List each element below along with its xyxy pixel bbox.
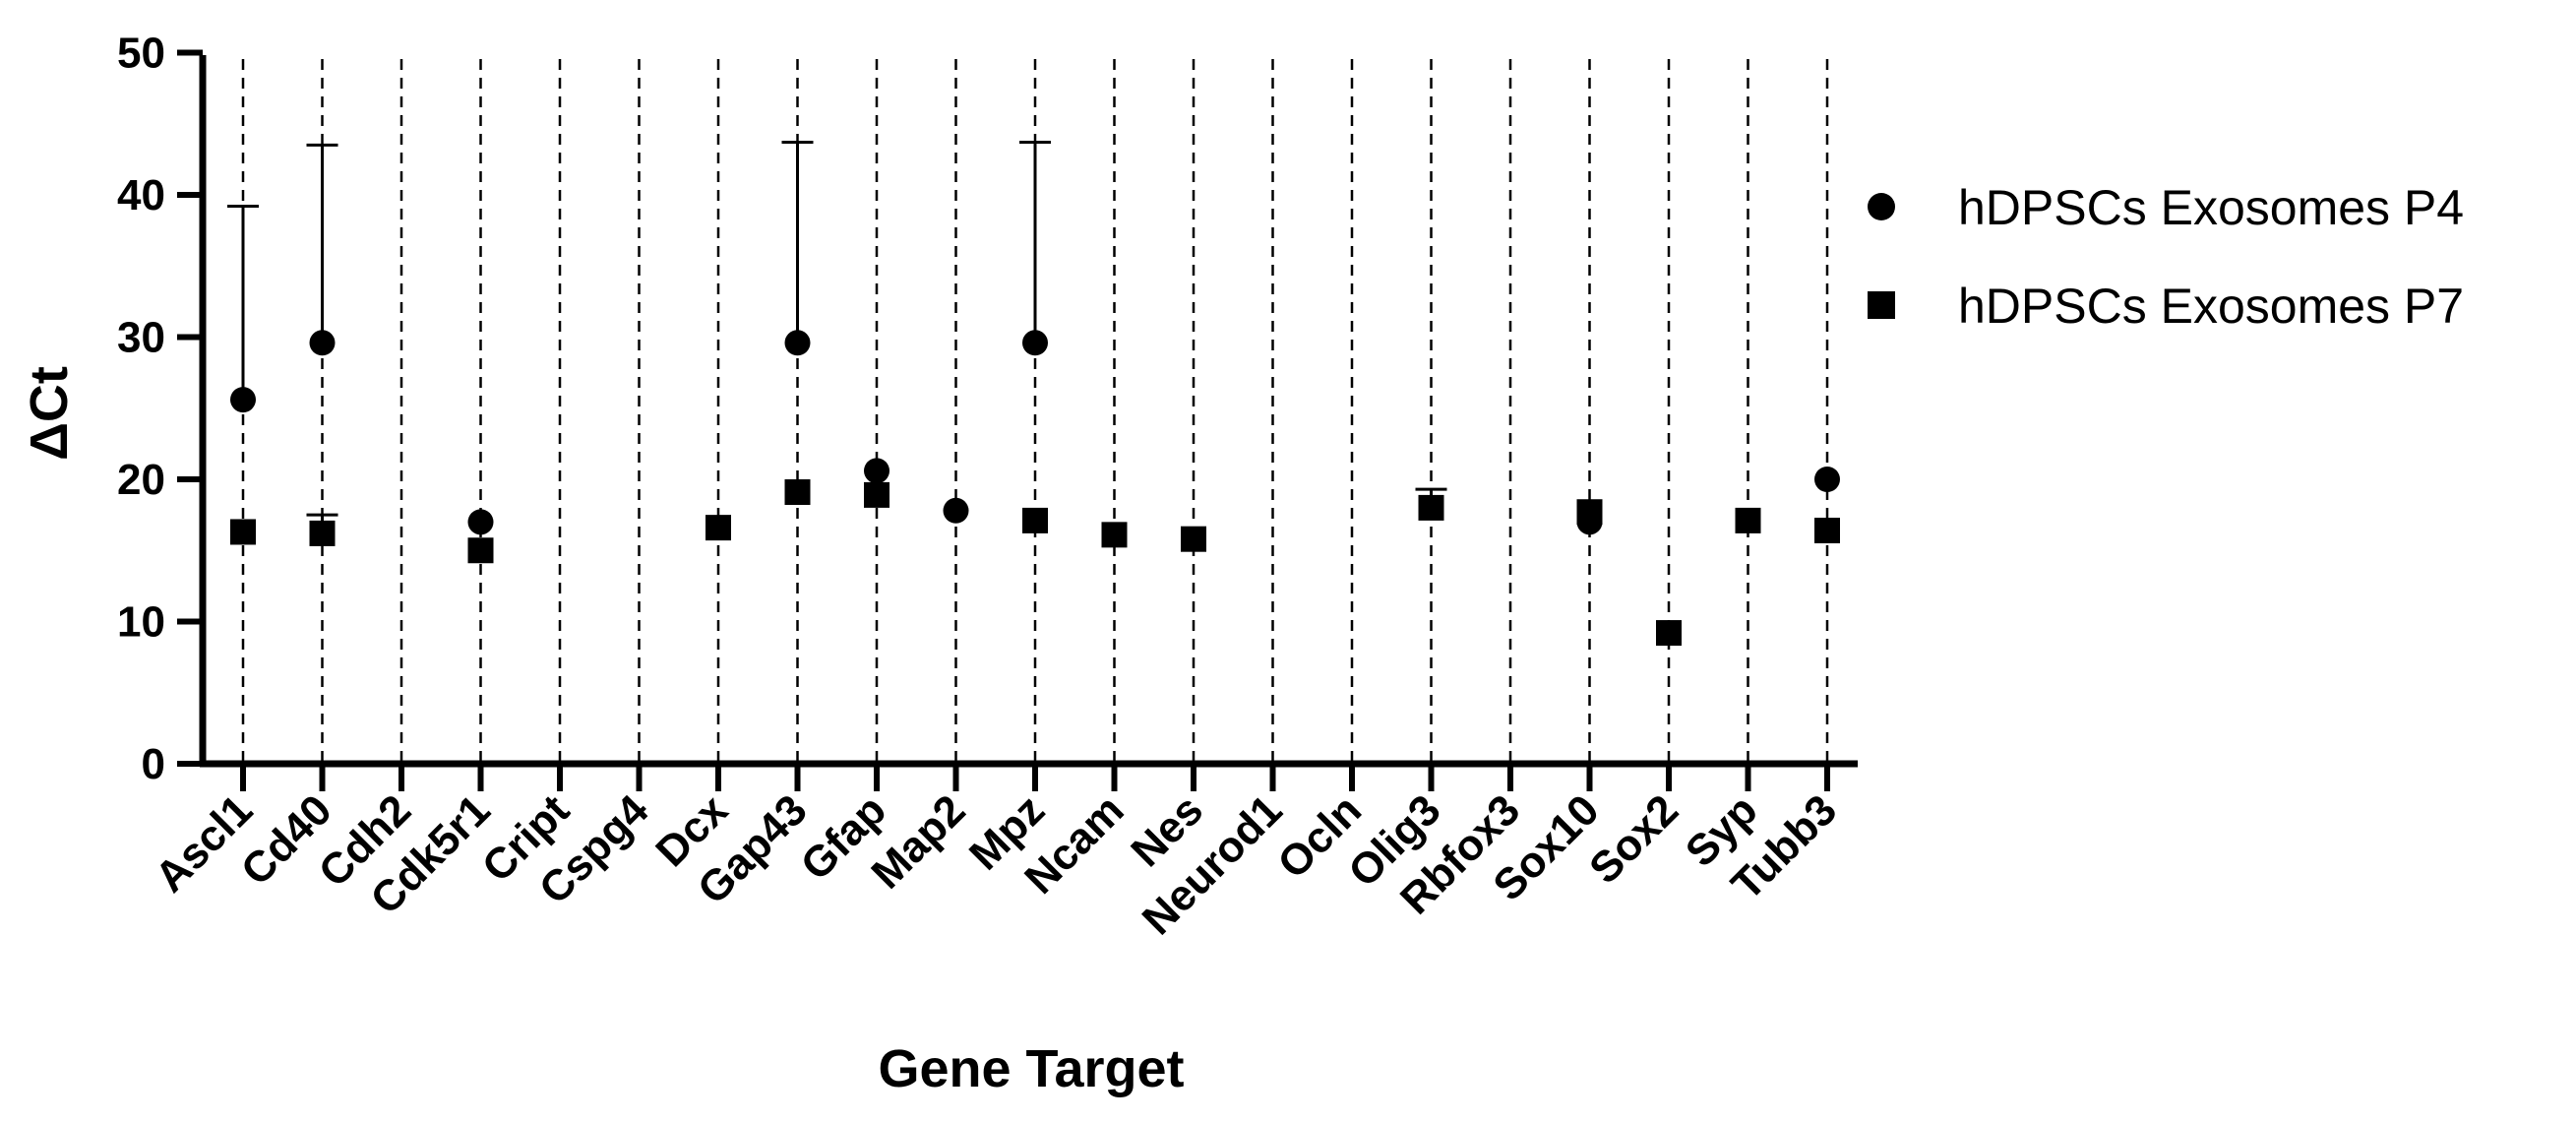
x-tick-label-map2: Map2 xyxy=(862,785,974,898)
p7-point-cdk5r1 xyxy=(467,537,494,564)
category-gridlines xyxy=(241,59,1829,764)
legend-marker-1 xyxy=(1868,193,1895,220)
p4-point-gap43 xyxy=(784,330,811,356)
y-tick-label-40: 40 xyxy=(117,171,165,219)
p4-point-cd40 xyxy=(309,330,336,356)
y-tick-label-30: 30 xyxy=(117,314,165,362)
legend-marker-2 xyxy=(1868,291,1895,319)
data-points xyxy=(230,330,1840,647)
p7-point-nes xyxy=(1181,526,1206,552)
p7-point-sox10 xyxy=(1576,499,1603,526)
y-tick-label-50: 50 xyxy=(117,30,165,78)
p4-point-ascl1 xyxy=(230,387,256,413)
p4-point-mpz xyxy=(1022,330,1048,356)
axes xyxy=(177,49,1858,791)
p4-point-gfap xyxy=(864,458,889,484)
x-axis-title: Gene Target xyxy=(878,1039,1184,1098)
p4-point-cdk5r1 xyxy=(467,509,494,535)
error-bars xyxy=(227,141,1447,533)
p7-point-olig3 xyxy=(1418,494,1444,521)
y-tick-label-0: 0 xyxy=(142,740,165,788)
legend-label-1: hDPSCs Exosomes P4 xyxy=(1958,180,2464,235)
p7-point-gap43 xyxy=(784,479,811,506)
p4-point-tubb3 xyxy=(1814,467,1840,492)
p4-point-map2 xyxy=(943,497,969,524)
legend-label-2: hDPSCs Exosomes P7 xyxy=(1958,279,2464,334)
p7-point-mpz xyxy=(1022,507,1048,533)
p7-point-ncam xyxy=(1101,522,1128,548)
p7-point-sox2 xyxy=(1656,620,1682,647)
p7-point-ascl1 xyxy=(230,519,256,545)
y-tick-label-10: 10 xyxy=(117,598,165,647)
tick-labels: 01020304050Ascl1Cd40Cdh2Cdk5r1CriptCspg4… xyxy=(117,30,1846,945)
y-axis-title: ΔCt xyxy=(20,366,79,461)
p7-point-syp xyxy=(1735,507,1761,533)
p7-point-gfap xyxy=(864,481,889,508)
x-tick-label-sox2: Sox2 xyxy=(1580,785,1687,893)
legend: hDPSCs Exosomes P4 hDPSCs Exosomes P7 xyxy=(1868,180,2464,334)
x-tick-label-ascl1: Ascl1 xyxy=(146,785,262,902)
y-tick-label-20: 20 xyxy=(117,456,165,504)
p7-point-cd40 xyxy=(309,520,336,546)
p7-point-dcx xyxy=(705,515,731,541)
p7-point-tubb3 xyxy=(1814,518,1840,544)
